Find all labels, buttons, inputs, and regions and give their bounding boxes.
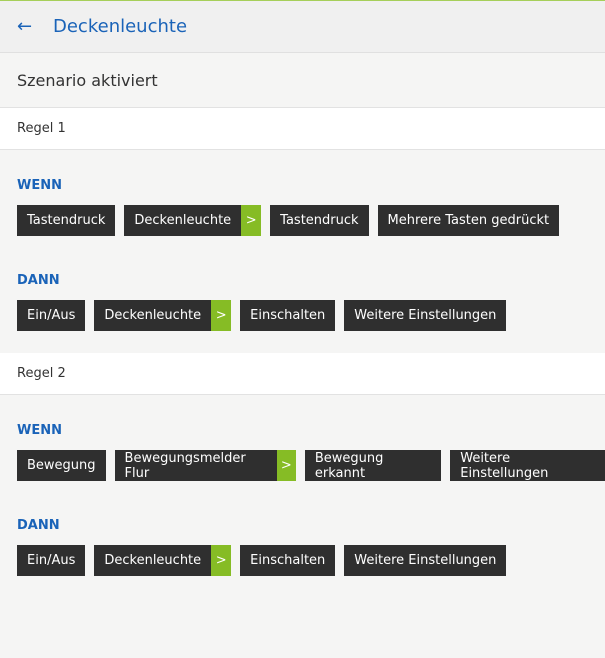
when-chip[interactable]: Bewegungsmelder Flur > — [114, 450, 296, 481]
rule-title: Regel 2 — [0, 353, 605, 395]
then-chip[interactable]: Einschalten — [240, 545, 336, 576]
chip-label: Bewegung erkannt — [314, 450, 384, 481]
chip-label: Deckenleuchte — [104, 308, 202, 323]
then-section: DANN Ein/Aus Deckenleuchte > Einschalten Wei… — [0, 516, 605, 576]
chip-label: Einschalten — [250, 308, 326, 323]
when-chip[interactable]: Bewegung erkannt — [304, 450, 442, 481]
then-chip[interactable]: Ein/Aus — [17, 300, 86, 331]
then-label: DANN — [17, 273, 60, 288]
chip-label: Weitere Einstellungen — [354, 308, 497, 323]
rules-list: Regel 1 WENN Tastendruck Deckenleuchte > Ta… — [0, 108, 605, 598]
rule-title: Regel 1 — [0, 108, 605, 150]
chevron-right-icon[interactable]: > — [276, 450, 296, 481]
chip-label: Deckenleuchte — [134, 213, 232, 228]
then-chip[interactable]: Ein/Aus — [17, 545, 86, 576]
then-label: DANN — [17, 518, 60, 533]
chip-label: Tastendruck — [27, 213, 106, 228]
chip-label: Bewegungsmelder Flur — [124, 450, 246, 481]
when-chip[interactable]: Tastendruck — [270, 205, 369, 236]
chip-label: Einschalten — [250, 553, 326, 568]
when-section: WENN Tastendruck Deckenleuchte > Tastendruc… — [0, 176, 605, 236]
then-chip[interactable]: Deckenleuchte > — [94, 300, 232, 331]
page-title: Deckenleuchte — [53, 16, 188, 37]
then-chip[interactable]: Weitere Einstellungen — [344, 545, 507, 576]
chip-label: Deckenleuchte — [104, 553, 202, 568]
when-section: WENN Bewegung Bewegungsmelder Flur > Bewegu… — [0, 421, 605, 481]
chip-label: Bewegung — [27, 458, 96, 473]
when-chip[interactable]: Deckenleuchte > — [124, 205, 262, 236]
then-section: DANN Ein/Aus Deckenleuchte > Einschalten Wei… — [0, 271, 605, 331]
when-chip[interactable]: Weitere Einstellungen — [450, 450, 605, 481]
then-chip[interactable]: Weitere Einstellungen — [344, 300, 507, 331]
when-chip[interactable]: Bewegung — [17, 450, 106, 481]
when-label: WENN — [17, 178, 62, 193]
chip-label: Ein/Aus — [27, 553, 76, 568]
chevron-right-icon[interactable]: > — [211, 545, 232, 576]
chevron-right-icon[interactable]: > — [211, 300, 232, 331]
chip-label: Weitere Einstellungen — [354, 553, 497, 568]
chip-label: Tastendruck — [280, 213, 359, 228]
chip-label: Weitere Einstellungen — [460, 450, 549, 481]
when-chip[interactable]: Mehrere Tasten gedrückt — [377, 205, 560, 236]
rule: Regel 1 WENN Tastendruck Deckenleuchte > Ta… — [0, 108, 605, 353]
rule: Regel 2 WENN Bewegung Bewegungsmelder Flu… — [0, 353, 605, 598]
then-chip[interactable]: Deckenleuchte > — [94, 545, 232, 576]
scenario-status: Szenario aktiviert — [0, 53, 605, 108]
back-arrow-icon[interactable]: ← — [17, 16, 33, 37]
then-chip[interactable]: Einschalten — [240, 300, 336, 331]
when-label: WENN — [17, 423, 62, 438]
chip-label: Ein/Aus — [27, 308, 76, 323]
header: ← Deckenleuchte — [0, 1, 605, 53]
when-chip[interactable]: Tastendruck — [17, 205, 116, 236]
chip-label: Mehrere Tasten gedrückt — [387, 213, 550, 228]
chevron-right-icon[interactable]: > — [241, 205, 262, 236]
